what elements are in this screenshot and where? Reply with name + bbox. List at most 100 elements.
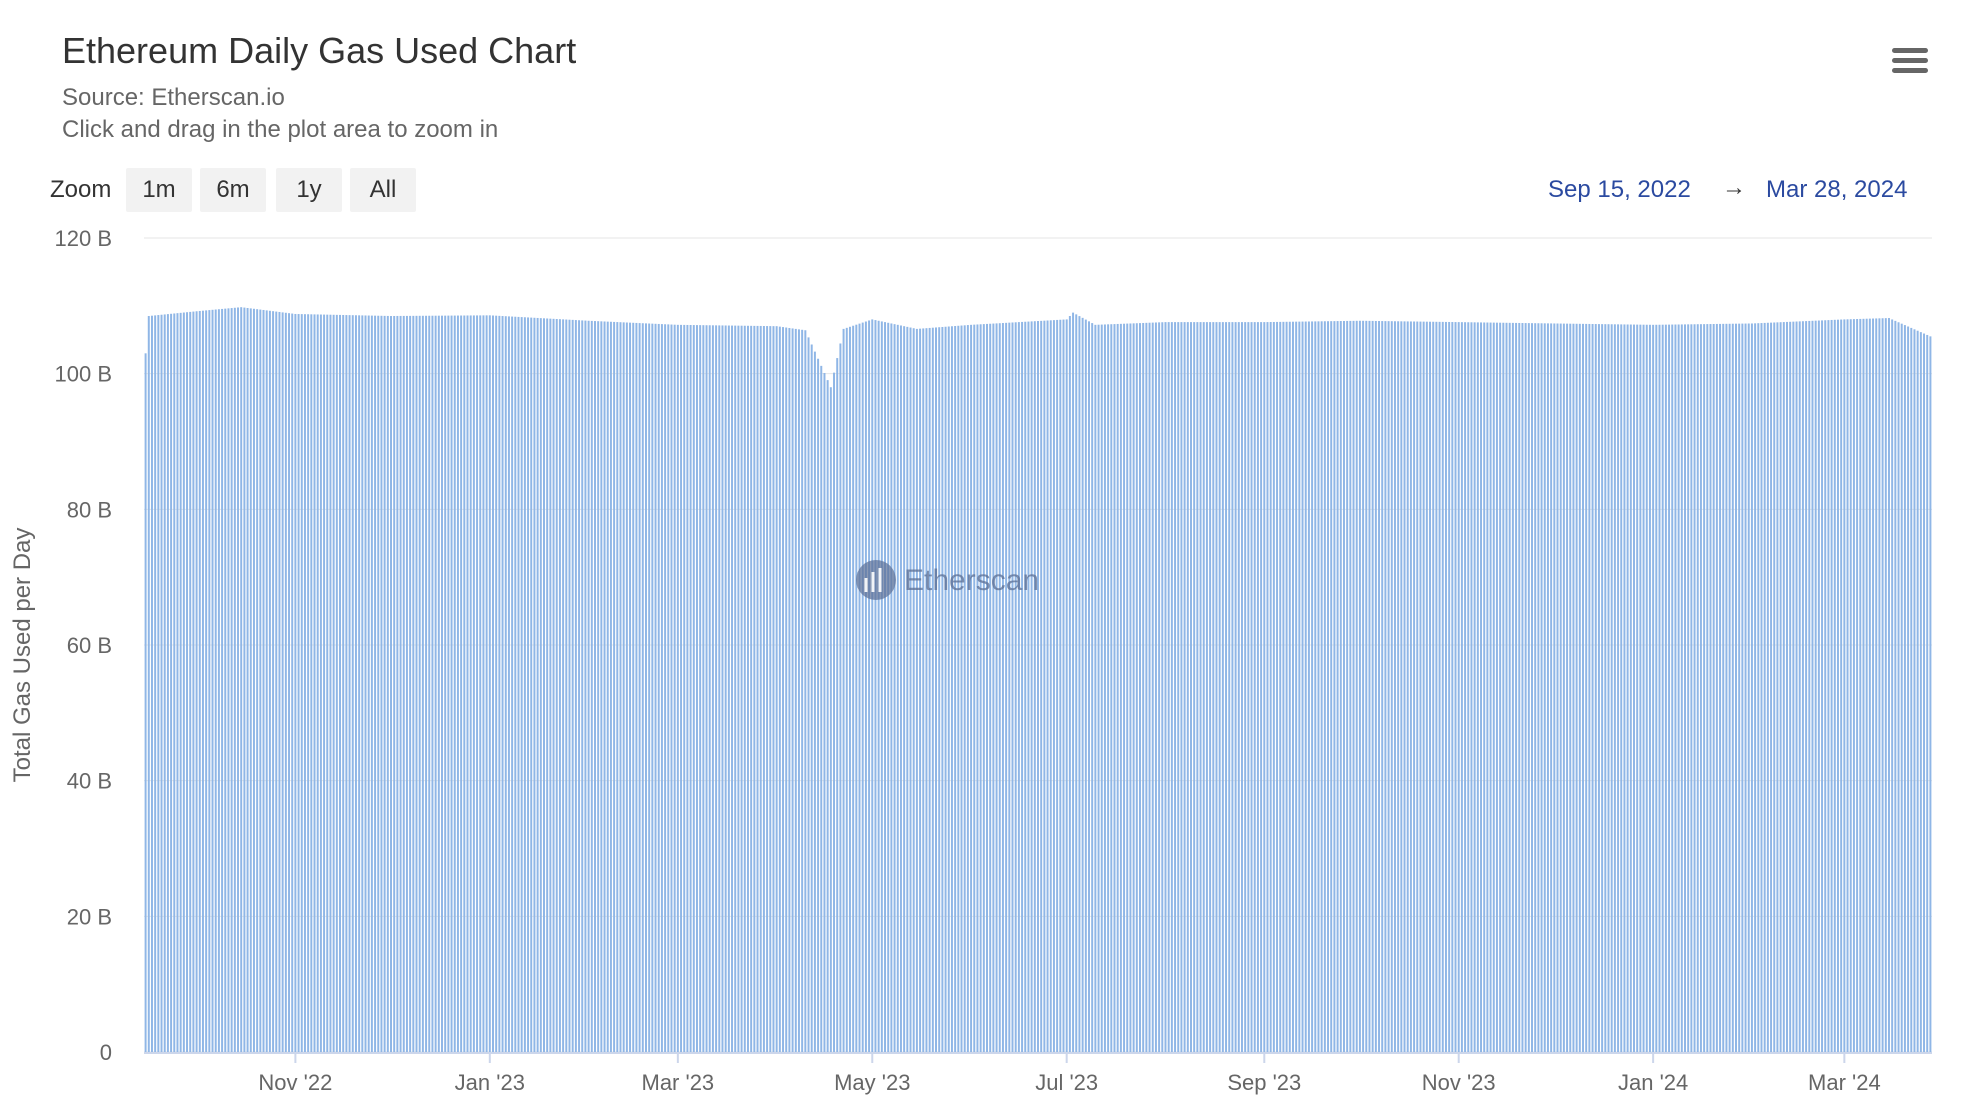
gas-bar[interactable] bbox=[1782, 322, 1785, 1052]
gas-bar[interactable] bbox=[173, 313, 176, 1053]
gas-bar[interactable] bbox=[893, 324, 896, 1052]
gas-bar[interactable] bbox=[966, 325, 969, 1052]
gas-bar[interactable] bbox=[836, 358, 839, 1052]
gas-bar[interactable] bbox=[979, 324, 982, 1052]
gas-bar[interactable] bbox=[715, 325, 718, 1053]
gas-bar[interactable] bbox=[1422, 321, 1425, 1052]
gas-bar[interactable] bbox=[329, 314, 332, 1053]
gas-bar[interactable] bbox=[294, 313, 297, 1053]
gas-bar[interactable] bbox=[1903, 325, 1906, 1053]
gas-bar[interactable] bbox=[1110, 324, 1113, 1053]
gas-bar[interactable] bbox=[1116, 323, 1119, 1053]
gas-bar[interactable] bbox=[523, 317, 526, 1052]
gas-bar[interactable] bbox=[1639, 324, 1642, 1052]
gas-bar[interactable] bbox=[351, 315, 354, 1052]
gas-bar[interactable] bbox=[1559, 323, 1562, 1052]
gas-bar[interactable] bbox=[1524, 323, 1527, 1052]
gas-bar[interactable] bbox=[1856, 319, 1859, 1052]
gas-bar[interactable] bbox=[297, 314, 300, 1052]
gas-bar[interactable] bbox=[858, 323, 861, 1052]
gas-bar[interactable] bbox=[1531, 323, 1533, 1052]
gas-bar[interactable] bbox=[1333, 321, 1336, 1052]
gas-bar[interactable] bbox=[1913, 329, 1916, 1052]
gas-bar[interactable] bbox=[450, 315, 453, 1053]
gas-bar[interactable] bbox=[1205, 322, 1208, 1052]
gas-bar[interactable] bbox=[1849, 319, 1852, 1053]
gas-bar[interactable] bbox=[405, 315, 408, 1052]
gas-bar[interactable] bbox=[1626, 324, 1629, 1053]
gas-bar[interactable] bbox=[1317, 321, 1320, 1053]
gas-bar[interactable] bbox=[708, 325, 711, 1052]
gas-bar[interactable] bbox=[1234, 322, 1237, 1052]
gas-bar[interactable] bbox=[217, 309, 220, 1053]
gas-bar[interactable] bbox=[874, 320, 877, 1052]
gas-bar[interactable] bbox=[511, 316, 514, 1052]
gas-bar[interactable] bbox=[383, 315, 386, 1052]
gas-bar[interactable] bbox=[1043, 320, 1046, 1052]
gas-bar[interactable] bbox=[731, 325, 734, 1052]
gas-bar[interactable] bbox=[507, 316, 510, 1052]
gas-bar[interactable] bbox=[1132, 323, 1135, 1053]
gas-bar[interactable] bbox=[208, 310, 211, 1053]
gas-bar[interactable] bbox=[1757, 323, 1760, 1052]
gas-bar[interactable] bbox=[1081, 317, 1084, 1053]
gas-bar[interactable] bbox=[970, 324, 973, 1052]
gas-bar[interactable] bbox=[1674, 324, 1677, 1052]
gas-bar[interactable] bbox=[1648, 324, 1651, 1052]
gas-bar[interactable] bbox=[609, 321, 612, 1052]
gas-bar[interactable] bbox=[1190, 322, 1192, 1052]
gas-bar[interactable] bbox=[1413, 321, 1416, 1053]
gas-bar[interactable] bbox=[399, 315, 402, 1052]
gas-bar[interactable] bbox=[1033, 321, 1036, 1053]
gas-bar[interactable] bbox=[1613, 324, 1616, 1052]
gas-bar[interactable] bbox=[1419, 321, 1422, 1053]
gas-bar[interactable] bbox=[1754, 323, 1757, 1052]
gas-bar[interactable] bbox=[740, 325, 743, 1052]
gas-bar[interactable] bbox=[1786, 321, 1788, 1052]
gas-bar[interactable] bbox=[568, 319, 571, 1053]
gas-bar[interactable] bbox=[976, 324, 979, 1053]
gas-bar[interactable] bbox=[1438, 321, 1441, 1053]
gas-bar[interactable] bbox=[632, 322, 635, 1052]
gas-bar[interactable] bbox=[1566, 323, 1569, 1052]
gas-bar[interactable] bbox=[1024, 321, 1027, 1052]
gas-bar[interactable] bbox=[960, 325, 963, 1052]
gas-bar[interactable] bbox=[986, 323, 988, 1052]
gas-bar[interactable] bbox=[1075, 314, 1078, 1052]
gas-bar[interactable] bbox=[1164, 322, 1167, 1052]
gas-bar[interactable] bbox=[1553, 323, 1556, 1053]
gas-bar[interactable] bbox=[1304, 321, 1307, 1052]
gas-bar[interactable] bbox=[1336, 321, 1339, 1052]
gas-bar[interactable] bbox=[855, 324, 858, 1052]
gas-bar[interactable] bbox=[472, 315, 475, 1052]
gas-bar[interactable] bbox=[791, 328, 794, 1052]
gas-bar[interactable] bbox=[935, 327, 937, 1053]
gas-bar[interactable] bbox=[1712, 324, 1715, 1052]
gas-bar[interactable] bbox=[775, 326, 778, 1052]
gas-bar[interactable] bbox=[415, 315, 418, 1052]
gas-bar[interactable] bbox=[871, 319, 874, 1052]
gas-bar[interactable] bbox=[1881, 318, 1884, 1052]
gas-bar[interactable] bbox=[1107, 324, 1110, 1052]
gas-bar[interactable] bbox=[1916, 330, 1919, 1053]
gas-bar[interactable] bbox=[409, 315, 412, 1052]
gas-bar[interactable] bbox=[1244, 322, 1247, 1052]
gas-bar[interactable] bbox=[1017, 322, 1020, 1052]
gas-bar[interactable] bbox=[868, 320, 871, 1053]
gas-used-chart[interactable]: 0 20 B 40 B 60 B 80 B 100 B 120 B Nov '22 Jan '… bbox=[0, 220, 1964, 1110]
gas-bar[interactable] bbox=[1846, 319, 1849, 1052]
gas-bar[interactable] bbox=[157, 315, 160, 1052]
gas-bar[interactable] bbox=[307, 314, 310, 1052]
gas-bar[interactable] bbox=[1623, 324, 1626, 1052]
gas-bar[interactable] bbox=[597, 321, 600, 1052]
gas-bar[interactable] bbox=[492, 315, 494, 1052]
gas-bar[interactable] bbox=[680, 324, 683, 1052]
gas-bar[interactable] bbox=[1709, 324, 1712, 1052]
gas-bar[interactable] bbox=[1715, 323, 1718, 1052]
gas-bar[interactable] bbox=[1362, 320, 1365, 1052]
gas-bar[interactable] bbox=[252, 308, 255, 1052]
gas-bar[interactable] bbox=[1231, 322, 1234, 1052]
gas-bar[interactable] bbox=[1291, 321, 1294, 1053]
gas-bar[interactable] bbox=[957, 325, 960, 1052]
gas-bar[interactable] bbox=[1100, 324, 1103, 1052]
